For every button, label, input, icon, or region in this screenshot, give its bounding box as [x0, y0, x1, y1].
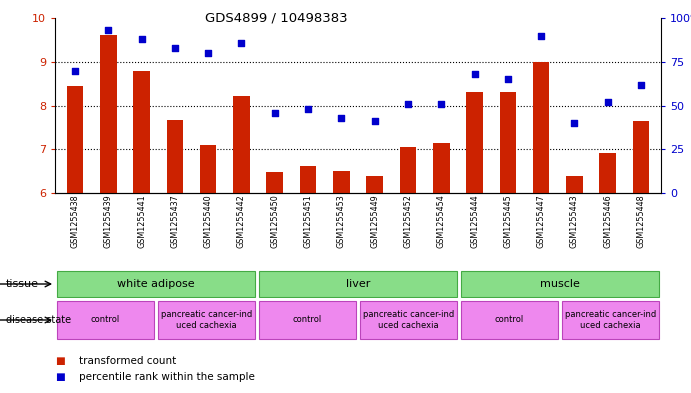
Point — [602, 99, 613, 105]
Bar — [267, 172, 283, 193]
Text: transformed count: transformed count — [79, 356, 176, 366]
Bar — [533, 62, 549, 193]
FancyBboxPatch shape — [562, 301, 659, 339]
FancyBboxPatch shape — [360, 301, 457, 339]
Text: disease state: disease state — [6, 315, 70, 325]
Bar — [366, 176, 383, 193]
Bar — [500, 92, 516, 193]
FancyBboxPatch shape — [461, 272, 659, 297]
Text: control: control — [293, 316, 322, 325]
Point — [136, 36, 147, 42]
Bar — [399, 147, 416, 193]
Point — [236, 39, 247, 46]
Bar — [599, 153, 616, 193]
Point — [436, 101, 447, 107]
Text: tissue: tissue — [6, 279, 39, 289]
Text: muscle: muscle — [540, 279, 580, 289]
Text: ■: ■ — [55, 356, 65, 366]
FancyBboxPatch shape — [57, 301, 154, 339]
Point — [70, 67, 81, 73]
Bar — [466, 92, 483, 193]
Bar — [66, 86, 84, 193]
Point — [469, 71, 480, 77]
FancyBboxPatch shape — [258, 301, 357, 339]
Point — [636, 81, 647, 88]
Text: pancreatic cancer-ind
uced cachexia: pancreatic cancer-ind uced cachexia — [363, 310, 454, 330]
Bar — [133, 72, 150, 193]
Bar — [167, 119, 183, 193]
Text: control: control — [495, 316, 524, 325]
Point — [502, 76, 513, 83]
Bar — [100, 35, 117, 193]
Point — [103, 27, 114, 33]
FancyBboxPatch shape — [258, 272, 457, 297]
Text: pancreatic cancer-ind
uced cachexia: pancreatic cancer-ind uced cachexia — [565, 310, 656, 330]
Point — [569, 120, 580, 126]
Text: pancreatic cancer-ind
uced cachexia: pancreatic cancer-ind uced cachexia — [161, 310, 252, 330]
Point — [369, 118, 380, 125]
Bar — [200, 145, 216, 193]
Point — [336, 115, 347, 121]
FancyBboxPatch shape — [461, 301, 558, 339]
Bar — [566, 176, 583, 193]
Bar — [333, 171, 350, 193]
Text: control: control — [91, 316, 120, 325]
FancyBboxPatch shape — [158, 301, 255, 339]
Point — [402, 101, 413, 107]
Bar — [300, 166, 316, 193]
Point — [169, 45, 180, 51]
Text: white adipose: white adipose — [117, 279, 195, 289]
FancyBboxPatch shape — [57, 272, 255, 297]
Text: GDS4899 / 10498383: GDS4899 / 10498383 — [205, 12, 348, 25]
Point — [303, 106, 314, 112]
Bar — [633, 121, 650, 193]
Text: ■: ■ — [55, 372, 65, 382]
Text: percentile rank within the sample: percentile rank within the sample — [79, 372, 255, 382]
Bar — [433, 143, 450, 193]
Point — [202, 50, 214, 56]
Text: liver: liver — [346, 279, 370, 289]
Point — [269, 109, 281, 116]
Point — [536, 32, 547, 39]
Bar — [233, 96, 249, 193]
